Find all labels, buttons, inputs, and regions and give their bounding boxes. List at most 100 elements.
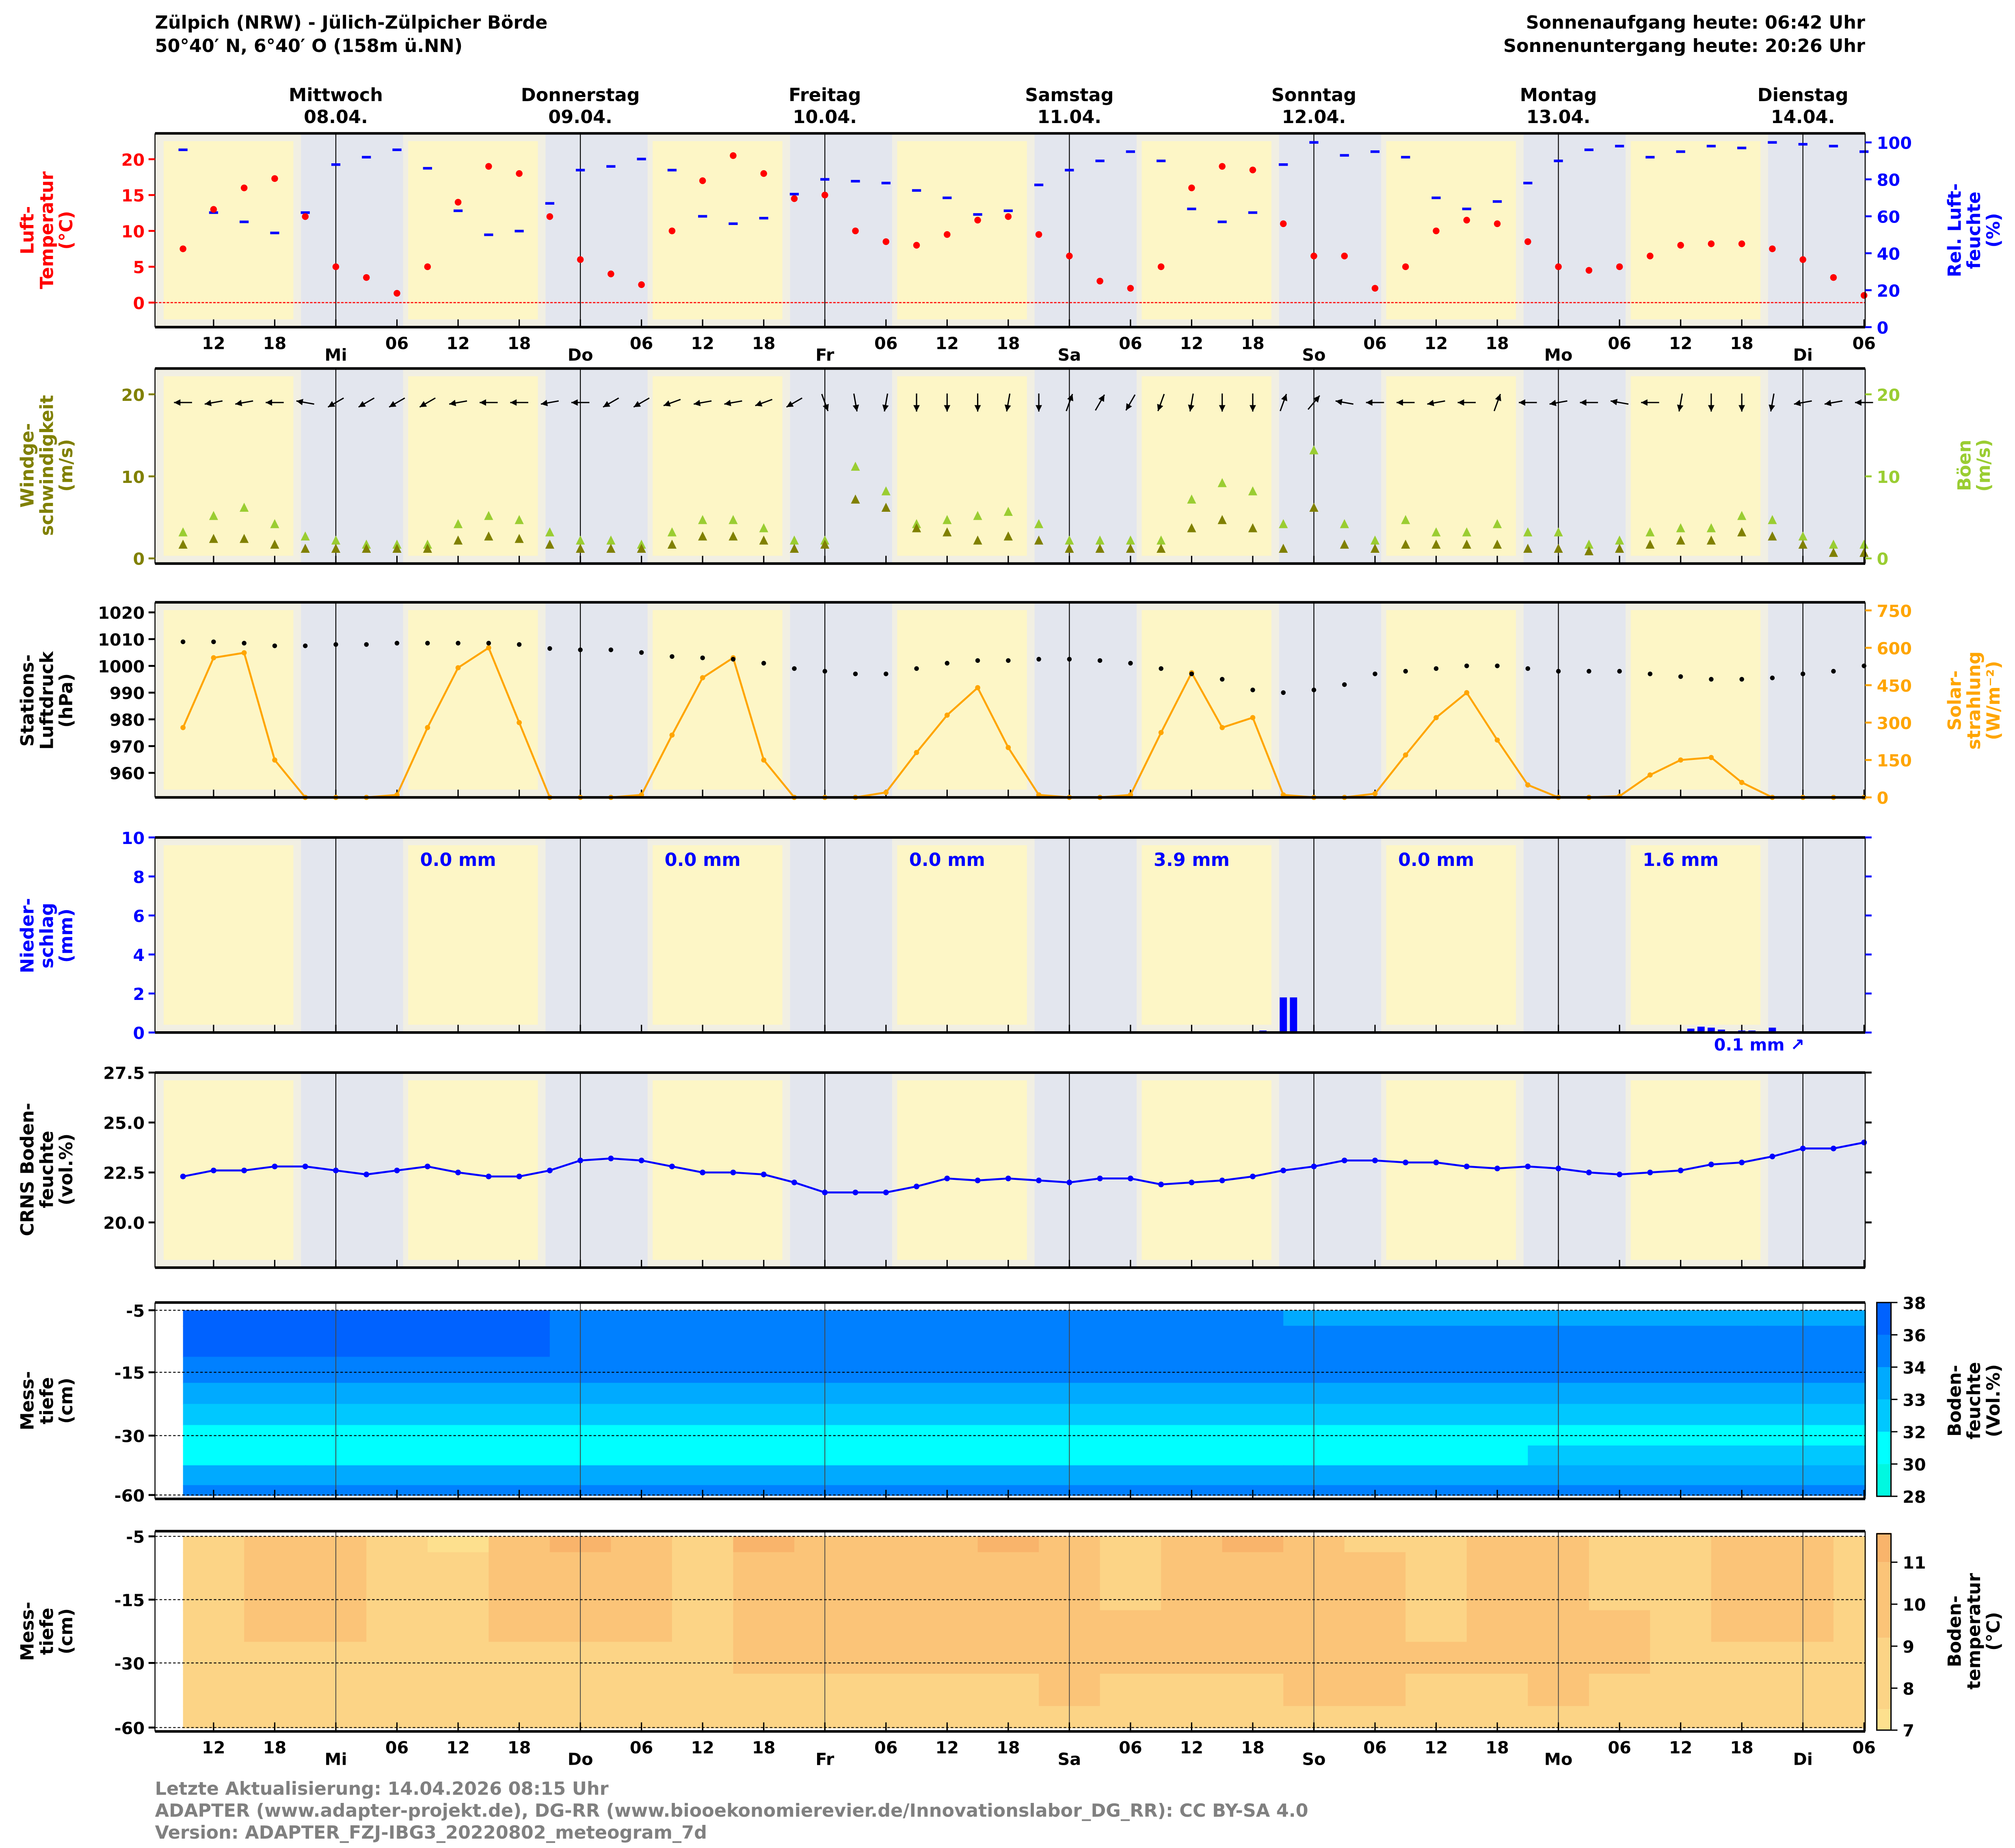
gust-marker (698, 515, 707, 524)
wind-speed-marker (1217, 515, 1227, 524)
heatmap-cell (1222, 1642, 1284, 1675)
x-hour-label: 18 (263, 1738, 287, 1757)
crns-point (1189, 1179, 1195, 1186)
wind-direction-arrow (1066, 394, 1074, 411)
axis-label: Stations-Luftdruck(hPa) (17, 651, 77, 750)
heatmap-cell (1528, 1357, 1758, 1384)
humidity-mark (515, 229, 524, 233)
heatmap-cell (917, 1642, 979, 1675)
axis-label-line: Rel. Luft- (1944, 183, 1965, 277)
night-shading (1768, 602, 1866, 798)
gust-marker (1431, 527, 1441, 537)
solar-point (180, 725, 186, 730)
arrow-head (510, 399, 517, 406)
heatmap-cell (672, 1610, 734, 1643)
wind-direction-arrow (1824, 400, 1843, 407)
heatmap-cell (244, 1673, 306, 1707)
wind-direction-arrow (852, 393, 859, 412)
heatmap-cell (183, 1465, 306, 1486)
crns-point (1097, 1175, 1103, 1182)
wind-speed-marker (851, 494, 860, 504)
pressure-point (333, 642, 338, 647)
gust-marker (484, 511, 493, 520)
heatmap-cell (1222, 1552, 1284, 1585)
solar-point (1647, 772, 1653, 778)
heatmap-cell (917, 1673, 979, 1707)
heatmap-cell (1283, 1485, 1529, 1496)
humidity-mark (606, 165, 616, 168)
x-hour-label: 06 (1363, 334, 1387, 353)
heatmap-cell (1833, 1584, 1866, 1611)
left-y-tick-label: 20 (121, 150, 145, 170)
axis-label-line: feuchte (1963, 1362, 1985, 1439)
daily-precip-total: 3.9 mm (1154, 849, 1230, 870)
axis-label-line: Solar- (1944, 671, 1965, 731)
wind-speed-marker (1157, 543, 1166, 553)
day-shading (1386, 610, 1516, 790)
night-shading (1034, 602, 1137, 798)
pressure-point (180, 639, 186, 644)
wind-speed-marker (1003, 531, 1013, 541)
pressure-point (1219, 677, 1225, 682)
wind-direction-arrow (1427, 400, 1445, 407)
heatmap-cell (549, 1642, 612, 1675)
axis-label-line: (mm) (56, 909, 77, 963)
heatmap-cell (733, 1552, 795, 1585)
precip-bar (1697, 1026, 1705, 1033)
night-shading (301, 602, 403, 798)
arrow-head (913, 405, 920, 412)
wind-speed-marker (1279, 543, 1288, 553)
day-shading (1630, 1080, 1761, 1260)
heatmap-cell (1833, 1610, 1866, 1643)
wind-speed-marker (1462, 539, 1471, 549)
pressure-point (1617, 669, 1622, 674)
gust-marker (1554, 527, 1563, 537)
pressure-point (364, 642, 369, 647)
heatmap-cell (1100, 1673, 1162, 1707)
solar-point (975, 685, 980, 690)
right-y-tick-label: 0 (1877, 318, 1889, 338)
solar-point (1708, 755, 1714, 760)
wind-direction-arrow (1397, 399, 1415, 406)
wind-direction-arrow (1036, 393, 1042, 412)
heatmap-cell (244, 1610, 306, 1643)
axis-label: CRNS Boden-feuchte(vol.%) (17, 1103, 77, 1236)
night-shading (1279, 368, 1382, 564)
x-hour-label: 06 (1363, 1738, 1387, 1757)
heatmap-cell (1405, 1673, 1468, 1707)
arrow-head (1825, 400, 1832, 407)
wind-direction-arrow (1738, 393, 1745, 412)
heatmap-cell (794, 1310, 1040, 1327)
x-hour-label: 18 (1730, 1738, 1753, 1757)
heatmap-cell (549, 1404, 795, 1426)
arrow-head (1738, 405, 1745, 412)
heatmap-cell (489, 1536, 551, 1553)
heatmap-cell (549, 1485, 795, 1496)
solar-point (1005, 745, 1011, 750)
crns-point (1555, 1165, 1561, 1171)
temperature-point (546, 213, 553, 220)
heatmap-cell (244, 1536, 306, 1553)
x-hour-label: 12 (1669, 1738, 1693, 1757)
x-day-label: Mi (324, 345, 347, 365)
wind-speed-marker (637, 543, 646, 553)
panel-3-background (155, 602, 1866, 798)
day-shading (897, 141, 1027, 320)
colorbar-tick-label: 34 (1903, 1358, 1926, 1378)
colorbar-tick-label: 32 (1903, 1423, 1926, 1442)
day-shading (408, 376, 538, 556)
humidity-mark (1462, 208, 1471, 210)
gust-marker (301, 531, 310, 541)
wind-direction-arrow (1280, 394, 1287, 411)
solar-point (1372, 791, 1378, 796)
pressure-point (272, 643, 277, 648)
wind-speed-marker (453, 535, 463, 545)
humidity-mark (1248, 211, 1258, 214)
arrow-head (205, 400, 212, 407)
humidity-mark (1401, 156, 1410, 159)
heatmap-cell (855, 1584, 917, 1611)
heatmap-cell (1528, 1642, 1590, 1675)
gust-marker (1706, 523, 1716, 532)
heatmap-cell (1757, 1357, 1866, 1384)
gust-marker (1737, 511, 1747, 520)
